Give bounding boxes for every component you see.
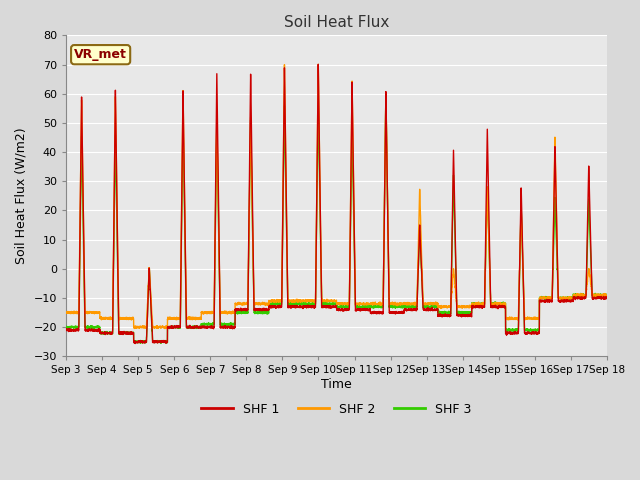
- Title: Soil Heat Flux: Soil Heat Flux: [284, 15, 389, 30]
- Text: VR_met: VR_met: [74, 48, 127, 61]
- Legend: SHF 1, SHF 2, SHF 3: SHF 1, SHF 2, SHF 3: [196, 398, 477, 420]
- X-axis label: Time: Time: [321, 378, 352, 391]
- Y-axis label: Soil Heat Flux (W/m2): Soil Heat Flux (W/m2): [15, 128, 28, 264]
